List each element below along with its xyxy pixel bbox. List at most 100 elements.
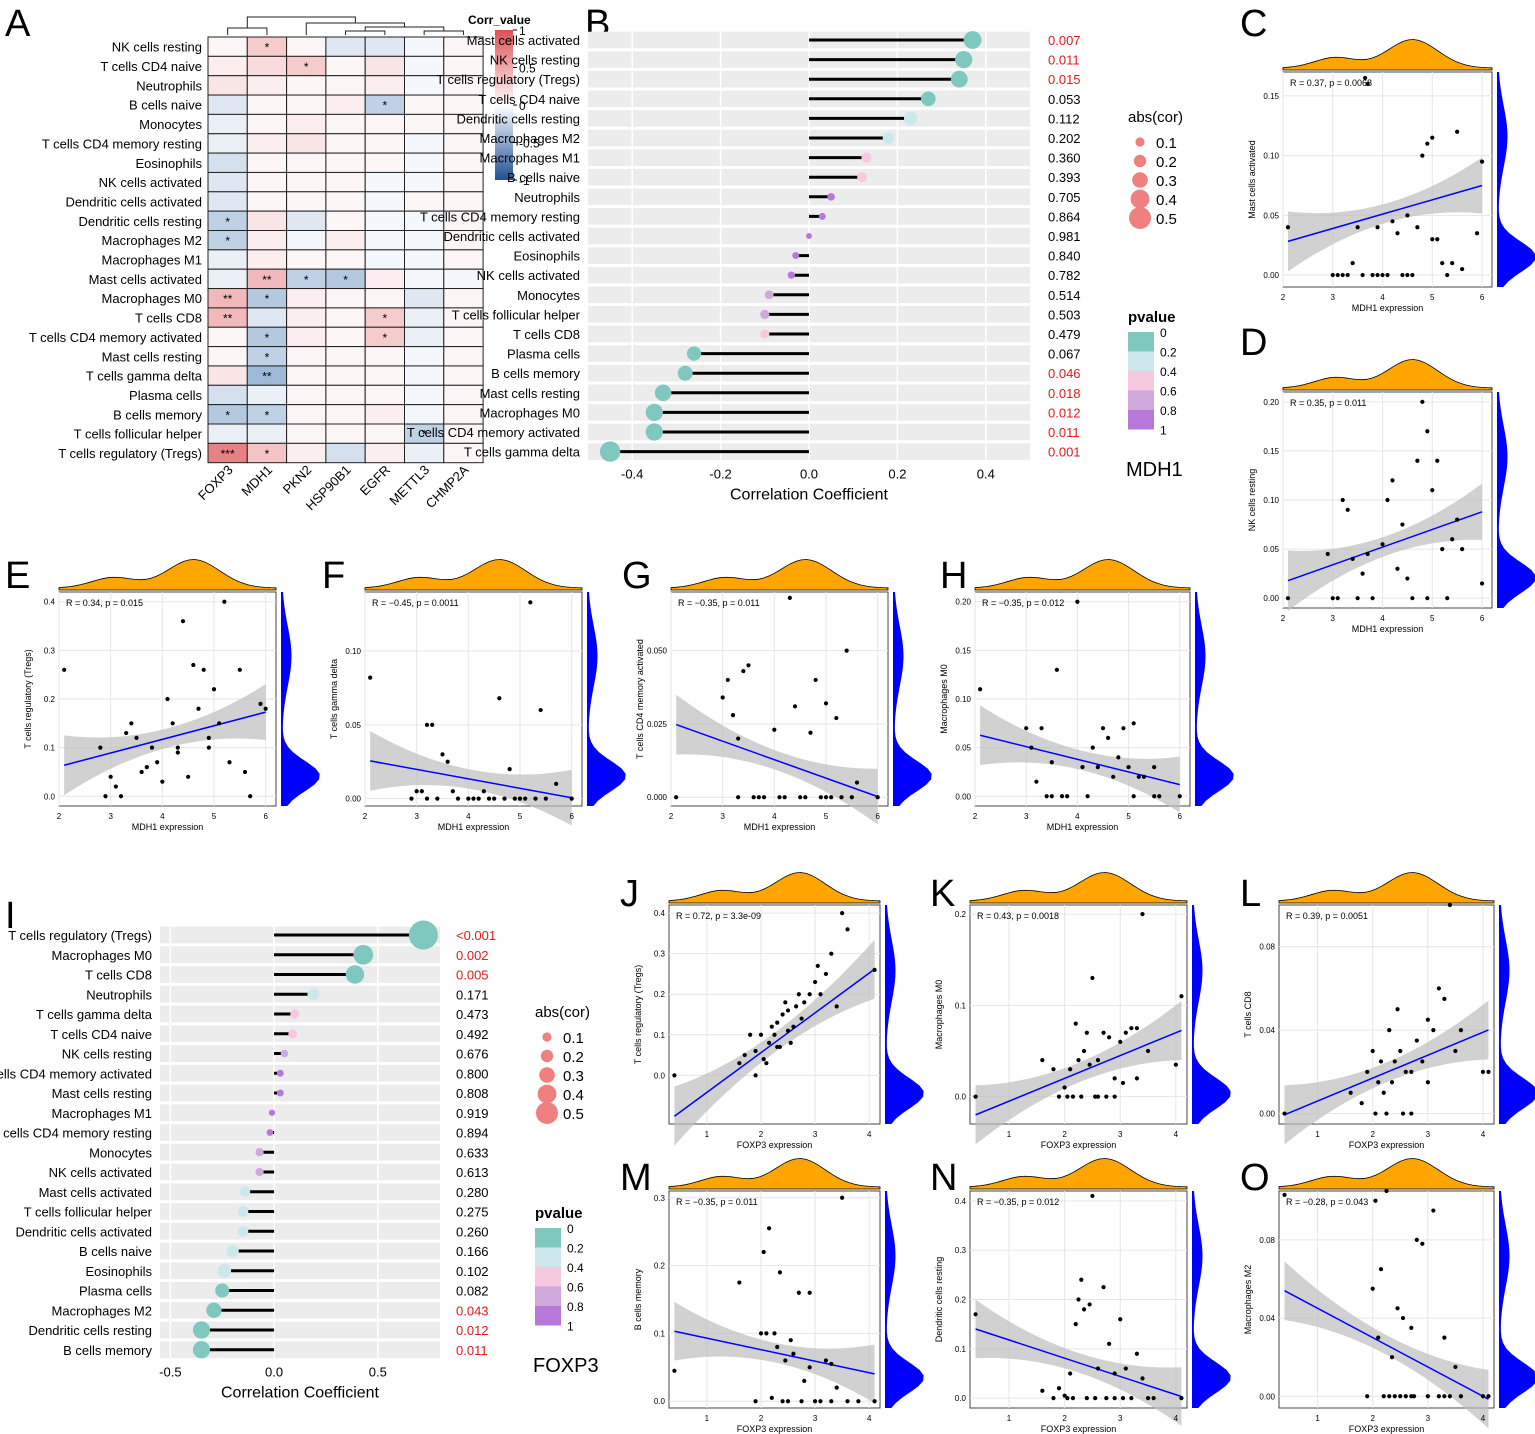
y-density-curve bbox=[1499, 1191, 1535, 1408]
color-legend-swatch bbox=[535, 1306, 561, 1326]
lollipop-pvalue-label: 0.046 bbox=[1048, 366, 1081, 381]
scatter-y-tick-label: 0.05 bbox=[955, 744, 971, 753]
heatmap-cell bbox=[364, 36, 406, 57]
scatter-point bbox=[1095, 1366, 1101, 1371]
scatter-y-axis-title: Macrophages M2 bbox=[1243, 1265, 1253, 1335]
heatmap-cell bbox=[443, 152, 484, 173]
heatmap-col-label: MDH1 bbox=[238, 462, 275, 499]
scatter-point bbox=[730, 713, 736, 718]
scatter-point bbox=[1359, 1101, 1364, 1106]
heatmap-cell bbox=[404, 113, 445, 135]
heatmap-cell bbox=[404, 384, 445, 406]
panel-label-I: I bbox=[5, 895, 16, 937]
lollipop-pvalue-label: 0.633 bbox=[456, 1145, 489, 1160]
scatter-point bbox=[1370, 1048, 1375, 1054]
scatter-point bbox=[753, 1073, 758, 1078]
charts-layer: NK cells resting * T cells CD4 naive * Neutr… bbox=[0, 13, 1535, 1434]
heatmap-cell bbox=[207, 171, 248, 193]
scatter-x-tick-label: 4 bbox=[160, 812, 165, 821]
heatmap-cell bbox=[286, 249, 327, 270]
scatter-point bbox=[1442, 996, 1447, 1001]
scatter-point bbox=[523, 796, 528, 801]
scatter-point bbox=[1403, 1394, 1408, 1399]
heatmap-cell bbox=[364, 404, 406, 425]
scatter-point bbox=[1400, 522, 1405, 527]
lollipop-point bbox=[599, 441, 621, 462]
scatter-point bbox=[1076, 1297, 1081, 1302]
scatter-y-tick-label: 0.2 bbox=[955, 1296, 967, 1305]
scatter-point bbox=[1486, 1069, 1491, 1074]
size-legend-symbol bbox=[542, 1032, 552, 1042]
heatmap-star: * bbox=[265, 350, 270, 364]
heatmap-cell bbox=[246, 75, 288, 96]
heatmap-cell bbox=[325, 365, 366, 386]
scatter-point bbox=[785, 1399, 791, 1404]
scatter-N: 1 2 3 4 0.0 0.1 0.2 0.3 0.4 FOXP3 expression Dendr… bbox=[934, 1158, 1231, 1434]
heatmap-cell bbox=[404, 249, 445, 270]
scatter-y-tick-label: 0.025 bbox=[647, 720, 668, 729]
scatter-x-tick-label: 4 bbox=[1481, 1414, 1486, 1423]
scatter-point bbox=[1090, 745, 1095, 750]
scatter-x-tick-label: 1 bbox=[1007, 1414, 1012, 1423]
scatter-point bbox=[1090, 975, 1095, 981]
scatter-x-tick-label: 3 bbox=[720, 812, 725, 821]
scatter-point bbox=[1065, 1396, 1070, 1401]
scatter-y-tick-label: 0.05 bbox=[1263, 211, 1279, 220]
lollipop-row-band bbox=[160, 1124, 440, 1141]
scatter-point bbox=[1376, 1335, 1381, 1340]
scatter-point bbox=[1414, 1038, 1419, 1043]
scatter-point bbox=[748, 1032, 753, 1037]
lollipop-pvalue-label: 0.800 bbox=[456, 1066, 489, 1081]
heatmap-cell bbox=[286, 94, 327, 115]
scatter-point bbox=[424, 796, 430, 801]
lollipop-gene-label: FOXP3 bbox=[533, 1355, 599, 1377]
heatmap-cell bbox=[246, 171, 288, 193]
heatmap-star: * bbox=[265, 292, 270, 306]
scatter-L: 1 2 3 4 0.00 0.04 0.08 FOXP3 expression T cells … bbox=[1243, 872, 1535, 1150]
panel-label-K: K bbox=[930, 873, 955, 915]
scatter-point bbox=[764, 1331, 769, 1336]
scatter-point bbox=[1335, 272, 1340, 278]
scatter-point bbox=[103, 794, 108, 799]
scatter-point bbox=[1062, 1393, 1067, 1398]
heatmap-cell bbox=[364, 288, 406, 309]
scatter-annotation: R = −0.35, p = 0.012 bbox=[977, 1197, 1059, 1207]
heatmap-cell bbox=[325, 442, 366, 464]
heatmap-cell bbox=[286, 326, 327, 348]
scatter-x-tick-label: 6 bbox=[1178, 812, 1183, 821]
scatter-point bbox=[1348, 1090, 1353, 1095]
scatter-point bbox=[1403, 1069, 1408, 1074]
scatter-point bbox=[746, 663, 751, 668]
lollipop-pvalue-label: 0.011 bbox=[456, 1343, 488, 1358]
scatter-point bbox=[1455, 517, 1460, 522]
lollipop-pvalue-label: 0.112 bbox=[1048, 111, 1080, 126]
scatter-point bbox=[1079, 1277, 1084, 1282]
scatter-point bbox=[1400, 1111, 1406, 1116]
lollipop-point bbox=[963, 31, 982, 49]
scatter-point bbox=[1056, 1094, 1062, 1099]
scatter-point bbox=[1070, 1094, 1076, 1099]
lollipop-row-band bbox=[160, 1163, 440, 1181]
scatter-y-tick-label: 0.050 bbox=[647, 647, 668, 656]
heatmap-cell bbox=[286, 230, 327, 251]
scatter-point bbox=[840, 911, 845, 916]
scatter-point bbox=[430, 722, 435, 727]
lollipop-point bbox=[760, 309, 770, 319]
heatmap-cell bbox=[325, 288, 366, 309]
scatter-y-tick-label: 0.15 bbox=[955, 646, 971, 655]
lollipop-category-label: Dendritic cells resting bbox=[28, 1323, 152, 1338]
regression-line bbox=[1284, 1029, 1489, 1116]
scatter-point bbox=[512, 796, 517, 801]
scatter-point bbox=[134, 735, 139, 741]
scatter-point bbox=[1479, 581, 1485, 586]
scatter-point bbox=[1123, 1366, 1128, 1371]
heatmap-col-label: EGFR bbox=[357, 462, 393, 498]
heatmap-cell bbox=[286, 36, 327, 57]
heatmap-dendrogram bbox=[227, 16, 464, 35]
lollipop-category-label: Macrophages M1 bbox=[52, 1106, 152, 1121]
lollipop-point bbox=[237, 1225, 249, 1237]
scatter-point bbox=[1062, 1085, 1067, 1090]
scatter-x-tick-label: 6 bbox=[569, 812, 574, 821]
lollipop-pvalue-label: 0.840 bbox=[1048, 249, 1081, 264]
scatter-point bbox=[1095, 1058, 1101, 1063]
